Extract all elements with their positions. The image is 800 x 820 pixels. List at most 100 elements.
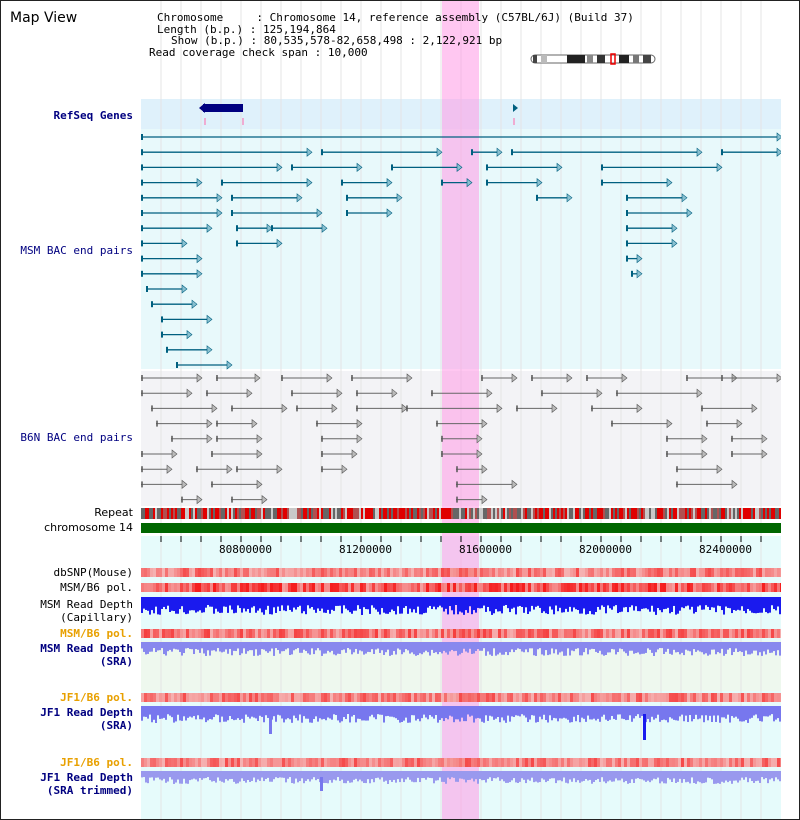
track-label-jf1-pol[interactable]: JF1/B6 pol. bbox=[60, 691, 133, 704]
polymorphism-mark bbox=[237, 758, 240, 767]
track-label-msm-pol[interactable]: MSM/B6 pol. bbox=[60, 581, 133, 594]
repeat-mark bbox=[493, 508, 495, 519]
polymorphism-mark bbox=[279, 629, 282, 638]
depth-bar bbox=[247, 648, 249, 652]
depth-bar bbox=[601, 714, 603, 717]
polymorphism-mark bbox=[267, 583, 270, 592]
track-label-msm-depth-cap[interactable]: MSM Read Depth (Capillary) bbox=[40, 598, 133, 624]
polymorphism-mark bbox=[429, 758, 432, 767]
bac-end bbox=[386, 177, 393, 188]
polymorphism-mark bbox=[603, 758, 606, 767]
dbsnp-mark bbox=[255, 568, 258, 577]
polymorphism-mark bbox=[531, 629, 534, 638]
track-label-repeat[interactable]: Repeat bbox=[94, 506, 133, 519]
polymorphism-mark bbox=[636, 758, 639, 767]
repeat-mark bbox=[163, 508, 165, 519]
polymorphism-mark bbox=[336, 629, 339, 638]
polymorphism-mark bbox=[504, 583, 507, 592]
bac-end bbox=[276, 464, 283, 474]
depth-bar bbox=[413, 605, 415, 610]
depth-bar bbox=[305, 605, 307, 615]
polymorphism-mark bbox=[474, 758, 477, 767]
depth-bar bbox=[513, 777, 515, 779]
chromosome-ideogram[interactable] bbox=[529, 53, 659, 65]
polymorphism-mark bbox=[735, 758, 738, 767]
depth-bar bbox=[307, 777, 309, 780]
depth-bar bbox=[313, 648, 315, 655]
polymorphism-mark bbox=[387, 758, 390, 767]
polymorphism-mark bbox=[726, 629, 729, 638]
track-label-refseq[interactable]: RefSeq Genes bbox=[53, 109, 133, 122]
polymorphism-mark bbox=[777, 629, 780, 638]
depth-bar bbox=[533, 605, 535, 610]
polymorphism-mark bbox=[342, 693, 345, 702]
depth-bar bbox=[583, 648, 585, 653]
depth-bar bbox=[459, 714, 461, 722]
polymorphism-mark bbox=[510, 758, 513, 767]
bac-end bbox=[171, 449, 178, 459]
depth-bar bbox=[751, 714, 753, 718]
polymorphism-mark bbox=[330, 629, 333, 638]
depth-bar bbox=[687, 777, 689, 782]
polymorphism-mark bbox=[744, 693, 747, 702]
depth-bar bbox=[295, 777, 297, 779]
track-label-jf1-pol2[interactable]: JF1/B6 pol. bbox=[60, 756, 133, 769]
depth-bar bbox=[593, 648, 595, 649]
polymorphism-mark bbox=[381, 758, 384, 767]
depth-bar bbox=[659, 777, 661, 784]
depth-bar bbox=[345, 605, 347, 609]
polymorphism-mark bbox=[723, 758, 726, 767]
track-label-b6n-bac[interactable]: B6N BAC end pairs bbox=[20, 431, 133, 444]
polymorphism-mark bbox=[615, 693, 618, 702]
depth-bar bbox=[675, 714, 677, 721]
depth-bar bbox=[579, 648, 581, 656]
polymorphism-mark bbox=[741, 583, 744, 592]
track-label-msm-depth-sra[interactable]: MSM Read Depth (SRA) bbox=[40, 642, 133, 668]
polymorphism-mark bbox=[498, 583, 501, 592]
depth-bar bbox=[329, 777, 331, 781]
depth-bar bbox=[509, 777, 511, 783]
polymorphism-mark bbox=[174, 583, 177, 592]
polymorphism-mark bbox=[183, 758, 186, 767]
polymorphism-mark bbox=[396, 629, 399, 638]
track-label-jf1-trim[interactable]: JF1 Read Depth (SRA trimmed) bbox=[40, 771, 133, 797]
depth-bar bbox=[589, 605, 591, 612]
depth-bar bbox=[417, 605, 419, 607]
depth-bar bbox=[193, 605, 195, 611]
depth-bar bbox=[685, 777, 687, 783]
polymorphism-mark bbox=[612, 758, 615, 767]
polymorphism-mark bbox=[252, 629, 255, 638]
repeat-mark bbox=[273, 508, 275, 519]
repeat-mark bbox=[297, 508, 299, 519]
depth-bar bbox=[673, 777, 675, 779]
track-label-jf1-depth[interactable]: JF1 Read Depth (SRA) bbox=[40, 706, 133, 732]
dbsnp-mark bbox=[405, 568, 408, 577]
track-label-msm-pol2[interactable]: MSM/B6 pol. bbox=[60, 627, 133, 640]
dbsnp-mark bbox=[507, 568, 510, 577]
depth-bar bbox=[631, 777, 633, 780]
depth-bar bbox=[245, 648, 247, 654]
polymorphism-mark bbox=[477, 693, 480, 702]
depth-bar bbox=[553, 648, 555, 654]
depth-bar bbox=[227, 714, 229, 721]
repeat-mark bbox=[535, 508, 537, 519]
polymorphism-mark bbox=[243, 629, 246, 638]
dbsnp-mark bbox=[264, 568, 267, 577]
polymorphism-mark bbox=[651, 693, 654, 702]
polymorphism-mark bbox=[600, 583, 603, 592]
depth-bar bbox=[519, 714, 521, 717]
repeat-mark bbox=[701, 508, 703, 519]
bac-end bbox=[666, 177, 673, 188]
polymorphism-mark bbox=[636, 629, 639, 638]
track-label-msm-bac[interactable]: MSM BAC end pairs bbox=[20, 244, 133, 257]
depth-bar bbox=[439, 648, 441, 652]
depth-bar bbox=[563, 648, 565, 656]
polymorphism-mark bbox=[540, 693, 543, 702]
depth-bar bbox=[205, 714, 207, 723]
polymorphism-mark bbox=[210, 758, 213, 767]
track-canvas[interactable] bbox=[141, 1, 783, 819]
repeat-mark bbox=[521, 508, 523, 519]
dbsnp-mark bbox=[186, 568, 189, 577]
track-label-dbsnp[interactable]: dbSNP(Mouse) bbox=[53, 566, 133, 579]
repeat-mark bbox=[585, 508, 587, 519]
